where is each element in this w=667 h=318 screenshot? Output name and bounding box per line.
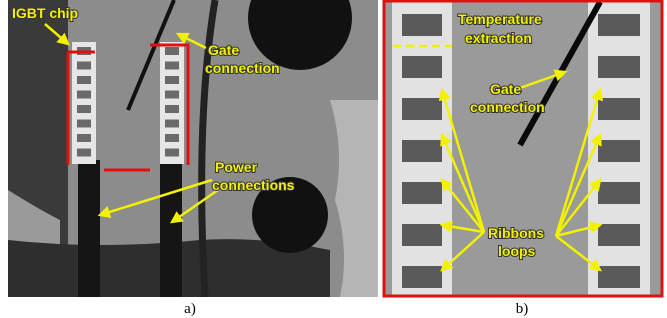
ladder-window (598, 14, 640, 36)
ladder-window (165, 47, 179, 55)
power-ribbon (160, 160, 182, 297)
ladder-window (402, 140, 442, 162)
ladder-window (598, 182, 640, 204)
ladder-window (77, 76, 91, 84)
ladder-window (77, 120, 91, 128)
ladder-window (165, 120, 179, 128)
ladder-window (165, 134, 179, 142)
ladder-window (165, 91, 179, 99)
ladder-window (77, 105, 91, 113)
ladder-window (402, 266, 442, 288)
annotation: Power (215, 159, 258, 175)
ladder-window (402, 224, 442, 246)
annotation: Temperature (458, 11, 542, 27)
annotation: IGBT chip (12, 5, 78, 21)
ladder-window (77, 91, 91, 99)
ladder-window (77, 134, 91, 142)
ladder-window (598, 140, 640, 162)
ladder-window (402, 14, 442, 36)
ladder-window (598, 266, 640, 288)
power-ribbon (78, 160, 100, 297)
ladder-window (402, 56, 442, 78)
ladder-window (402, 98, 442, 120)
annotation: connections (212, 177, 295, 193)
ladder-window (598, 56, 640, 78)
ladder-window (77, 62, 91, 70)
annotation: extraction (465, 30, 532, 46)
ladder-window (598, 98, 640, 120)
annotation: Ribbons (488, 225, 544, 241)
ladder-window (165, 105, 179, 113)
ladder-frame (72, 42, 96, 164)
ladder-window (598, 224, 640, 246)
ladder-frame (160, 42, 184, 164)
ladder-window (165, 149, 179, 157)
figure: IGBT chip Gate connection Power connecti… (0, 0, 667, 318)
ladder-window (77, 149, 91, 157)
ladder-window (402, 182, 442, 204)
panel-label: b) (516, 301, 529, 317)
panel-label: a) (184, 301, 196, 317)
annotation: Gate (208, 42, 239, 58)
annotation: Gate (490, 81, 521, 97)
panel-a-image (8, 0, 378, 297)
ladder-window (165, 76, 179, 84)
ladder-window (165, 62, 179, 70)
annotation: loops (498, 243, 536, 259)
annotation: connection (205, 60, 280, 76)
annotation: connection (470, 99, 545, 115)
